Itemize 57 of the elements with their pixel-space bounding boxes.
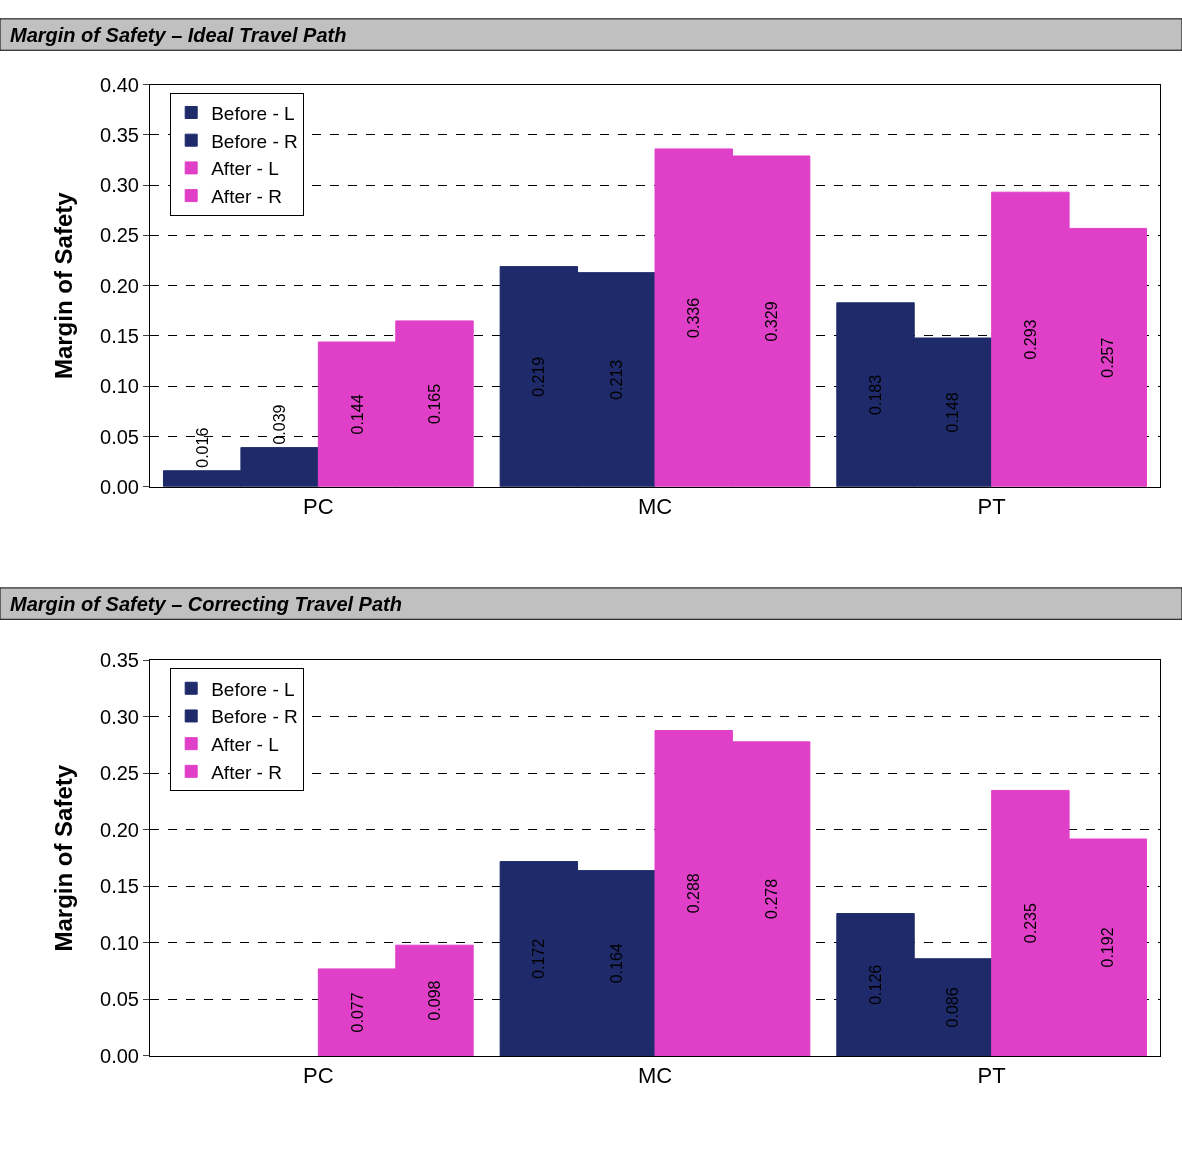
data-label: 0.329: [762, 301, 780, 342]
legend-label: Before - R: [211, 130, 298, 152]
y-tick-label: 0.30: [100, 705, 139, 728]
y-tick-label: 0.25: [100, 762, 139, 785]
y-tick-label: 0.20: [100, 818, 139, 841]
y-tick-label: 0.00: [100, 1044, 139, 1067]
data-label: 0.293: [1021, 319, 1039, 360]
data-label: 0.148: [944, 392, 962, 433]
y-tick-label: 0.10: [100, 931, 139, 954]
data-label: 0.288: [685, 873, 703, 914]
data-label: 0.165: [425, 383, 443, 424]
data-label: 0.126: [867, 964, 885, 1005]
legend-label: Before - L: [211, 102, 295, 124]
data-label: 0.278: [762, 878, 780, 919]
data-label: 0.039: [271, 404, 289, 445]
y-tick-label: 0.35: [100, 649, 139, 672]
data-label: 0.172: [530, 938, 548, 979]
y-tick-label: 0.35: [100, 123, 139, 146]
data-label: 0.098: [425, 980, 443, 1021]
data-label: 0.219: [530, 356, 548, 397]
chart-title: Margin of Safety – Correcting Travel Path: [10, 593, 402, 615]
data-label: 0.257: [1099, 337, 1117, 378]
data-label: 0.192: [1099, 927, 1117, 968]
data-label: 0.016: [193, 427, 211, 468]
x-tick-label: PC: [303, 1063, 334, 1089]
y-tick-label: 0.15: [100, 324, 139, 347]
x-tick-label: MC: [637, 494, 673, 520]
y-axis-title: Margin of Safety: [50, 764, 78, 952]
data-label: 0.144: [348, 394, 366, 435]
y-tick-label: 0.10: [100, 375, 139, 398]
y-tick-label: 0.30: [100, 174, 139, 197]
x-tick-label: PT: [977, 494, 1006, 520]
y-tick-label: 0.15: [100, 875, 139, 898]
legend-label: After - L: [211, 734, 279, 756]
legend-label: After - R: [211, 761, 282, 783]
y-tick-label: 0.05: [100, 425, 139, 448]
y-tick-label: 0.40: [100, 73, 139, 96]
y-axis-title: Margin of Safety: [50, 191, 78, 380]
x-tick-label: PC: [303, 494, 334, 520]
data-label: 0.183: [867, 374, 885, 415]
legend-label: Before - L: [211, 678, 295, 700]
data-label: 0.077: [348, 992, 366, 1033]
data-label: 0.336: [685, 297, 703, 338]
data-label: 0.213: [607, 359, 625, 400]
y-tick-label: 0.25: [100, 224, 139, 247]
chart-title: Margin of Safety – Ideal Travel Path: [10, 24, 347, 46]
data-label: 0.164: [607, 943, 625, 984]
y-tick-label: 0.00: [100, 475, 139, 498]
x-tick-label: MC: [637, 1063, 673, 1089]
legend-label: Before - R: [211, 706, 298, 728]
data-label: 0.235: [1021, 903, 1039, 944]
y-tick-label: 0.05: [100, 988, 139, 1011]
legend-label: After - L: [211, 158, 279, 180]
y-tick-label: 0.20: [100, 274, 139, 297]
data-label: 0.086: [944, 987, 962, 1028]
x-tick-label: PT: [977, 1063, 1006, 1089]
legend-label: After - R: [211, 185, 282, 207]
